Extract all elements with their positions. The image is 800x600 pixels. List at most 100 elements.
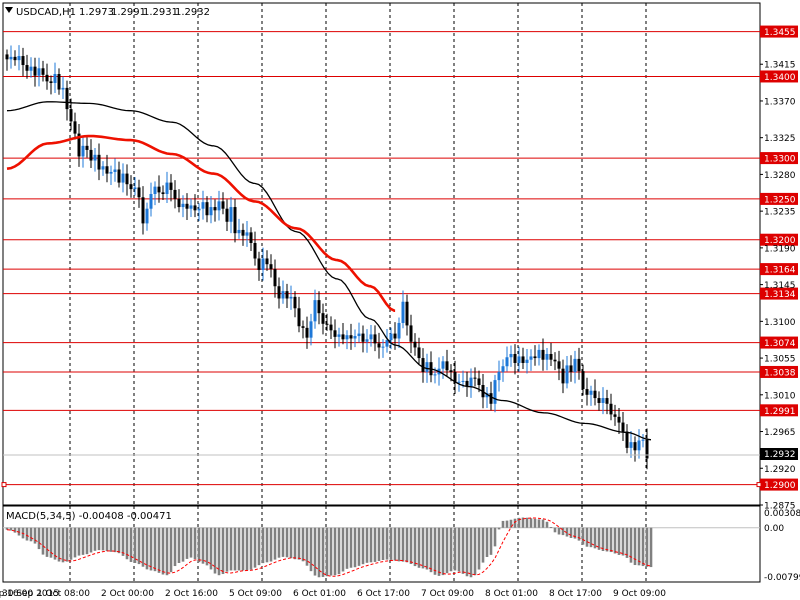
- candle: [93, 148, 97, 172]
- macd-bar: [345, 527, 349, 569]
- current-price-value: 1.2932: [764, 450, 796, 460]
- candle: [553, 352, 557, 371]
- level-label: 1.2991: [760, 404, 798, 417]
- candle: [565, 356, 569, 389]
- chart-header: USDCAD,H1 1.2973 1.2991 1.2931 1.2932: [5, 7, 210, 18]
- candle: [361, 325, 365, 353]
- macd-bar: [113, 527, 117, 553]
- candle-body: [397, 322, 401, 339]
- level-label: 1.3200: [760, 233, 798, 246]
- time-label: 30 Sep 16:00: [0, 589, 33, 599]
- candle: [229, 196, 233, 234]
- candle-body: [385, 340, 389, 347]
- macd-bar: [221, 527, 225, 575]
- macd-bar: [393, 527, 397, 561]
- candle-body: [285, 291, 289, 299]
- candle-body: [233, 207, 237, 234]
- macd-bar: [381, 527, 385, 561]
- macd-bar: [285, 527, 289, 558]
- macd-bar: [453, 527, 457, 571]
- level-label: 1.3134: [760, 287, 798, 300]
- time-label: 8 Oct 17:00: [549, 589, 602, 599]
- candle: [205, 196, 209, 223]
- macd-bar: [581, 527, 585, 545]
- candle-body: [541, 349, 545, 360]
- candle: [101, 161, 105, 176]
- macd-bar: [69, 527, 73, 560]
- candle: [21, 47, 25, 77]
- candle: [369, 324, 373, 347]
- candle-body: [65, 87, 69, 110]
- candle: [365, 329, 369, 353]
- macd-axis: 0.00308 0.00 -0.00799: [764, 509, 800, 583]
- candle: [241, 223, 245, 246]
- candle-body: [565, 365, 569, 384]
- candle-body: [45, 74, 49, 82]
- candle-body: [517, 356, 521, 363]
- candle-body: [89, 149, 93, 161]
- time-axis: 30 Sep 201530 Sep 16:00 1 Oct 08:00 2 Oct …: [0, 589, 666, 599]
- candle-body: [101, 166, 105, 170]
- macd-bar: [361, 527, 365, 565]
- candle-body: [533, 356, 537, 359]
- macd-bar: [13, 527, 17, 533]
- candle: [25, 54, 29, 79]
- current-price-label: 1.2932: [760, 448, 798, 460]
- macd-bar: [241, 527, 245, 571]
- candle-body: [149, 194, 153, 209]
- candle-body: [349, 335, 353, 339]
- candle: [501, 359, 505, 382]
- candle-body: [485, 393, 489, 398]
- macd-bar: [585, 527, 589, 547]
- price-tick-label: 1.3370: [764, 97, 796, 107]
- candle-body: [553, 359, 557, 362]
- candle-body: [85, 145, 89, 150]
- candle: [165, 171, 169, 203]
- macd-bar: [629, 527, 633, 563]
- candle-body: [297, 308, 301, 327]
- candle-body: [309, 321, 313, 338]
- candle-body: [105, 166, 109, 174]
- candle: [161, 185, 165, 200]
- candle-body: [393, 333, 397, 339]
- macd-bar: [637, 527, 641, 566]
- candle-body: [441, 361, 445, 369]
- candle-body: [93, 154, 97, 161]
- candle-body: [361, 333, 365, 342]
- collapse-triangle-icon[interactable]: [5, 7, 13, 13]
- macd-signal-line: [6, 517, 652, 577]
- candle: [249, 227, 253, 252]
- candle-body: [521, 356, 525, 363]
- candle: [545, 348, 549, 371]
- macd-bar: [545, 521, 549, 528]
- macd-bar: [49, 527, 53, 558]
- candle: [213, 199, 217, 222]
- candle: [261, 247, 265, 281]
- candle-body: [37, 68, 41, 76]
- candle-body: [69, 109, 73, 122]
- macd-bar: [189, 527, 193, 558]
- candle: [337, 327, 341, 347]
- candle-body: [493, 380, 497, 404]
- candle: [201, 190, 205, 220]
- candle: [441, 356, 445, 379]
- candle-body: [625, 431, 629, 448]
- candle-body: [525, 359, 529, 363]
- candle: [469, 368, 473, 398]
- candle: [253, 231, 257, 266]
- macd-bar: [597, 527, 601, 550]
- candle-body: [301, 326, 305, 328]
- macd-bar: [433, 527, 437, 575]
- candle-body: [329, 324, 333, 331]
- candle-body: [237, 229, 241, 234]
- candle-body: [313, 300, 317, 322]
- candle-body: [585, 389, 589, 395]
- candle-body: [185, 203, 189, 209]
- macd-bar: [293, 527, 297, 560]
- macd-bar: [217, 527, 221, 576]
- candle: [409, 314, 413, 354]
- level-label-text: 1.3038: [764, 368, 796, 378]
- candle: [561, 359, 565, 394]
- macd-bar: [81, 527, 85, 555]
